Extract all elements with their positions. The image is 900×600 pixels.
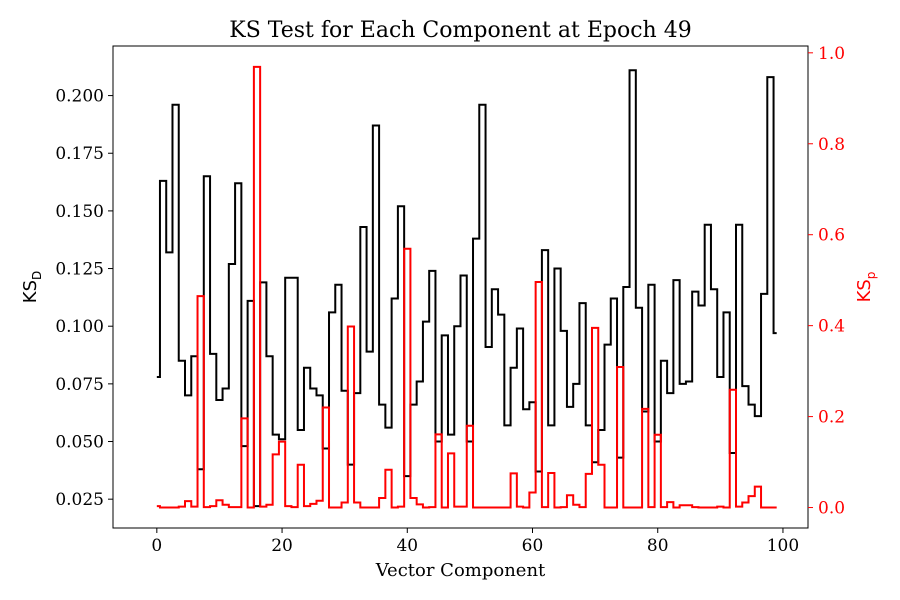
y-left-axis-label-sub: D (30, 271, 44, 280)
y-left-tick-label: 0.175 (55, 144, 104, 164)
chart-title: KS Test for Each Component at Epoch 49 (229, 18, 691, 43)
y-left-tick-label: 0.200 (55, 87, 104, 107)
x-tick-label: 0 (151, 536, 162, 556)
y-right-tick-label: 0.4 (818, 317, 845, 337)
y-right-axis-label: KSp (854, 272, 878, 303)
y-right-axis-label-sub: p (864, 272, 878, 280)
plot-frame (112, 45, 809, 529)
y-left-tick-label: 0.025 (55, 490, 104, 510)
x-axis-label: Vector Component (375, 560, 546, 581)
y-left-tick-label: 0.150 (55, 202, 104, 222)
y-left-ticks: 0.025 0.050 0.075 0.100 0.125 0.150 0.175 0.200 (55, 87, 113, 510)
y-left-tick-label: 0.075 (55, 375, 104, 395)
y-left-axis-label: KSD (20, 271, 44, 303)
y-left-tick-label: 0.100 (55, 317, 104, 337)
series-line-ks-p (156, 65, 777, 509)
x-tick-label: 100 (767, 536, 799, 556)
series-layer (156, 65, 777, 509)
y-right-tick-label: 0.0 (818, 499, 845, 519)
x-ticks: 0 20 40 60 80 100 (151, 528, 799, 556)
y-left-axis-label-main: KS (20, 280, 41, 303)
y-right-ticks: 0.0 0.2 0.4 0.6 0.8 1.0 (808, 44, 845, 519)
x-tick-label: 20 (271, 536, 293, 556)
x-tick-label: 40 (396, 536, 418, 556)
y-right-axis-label-main: KS (854, 279, 875, 302)
y-right-tick-label: 1.0 (818, 44, 845, 64)
y-right-tick-label: 0.2 (818, 408, 845, 428)
x-tick-label: 80 (647, 536, 669, 556)
y-right-tick-label: 0.6 (818, 226, 845, 246)
y-right-tick-label: 0.8 (818, 135, 845, 155)
x-tick-label: 60 (522, 536, 544, 556)
y-left-tick-label: 0.050 (55, 433, 104, 453)
y-left-tick-label: 0.125 (55, 260, 104, 280)
